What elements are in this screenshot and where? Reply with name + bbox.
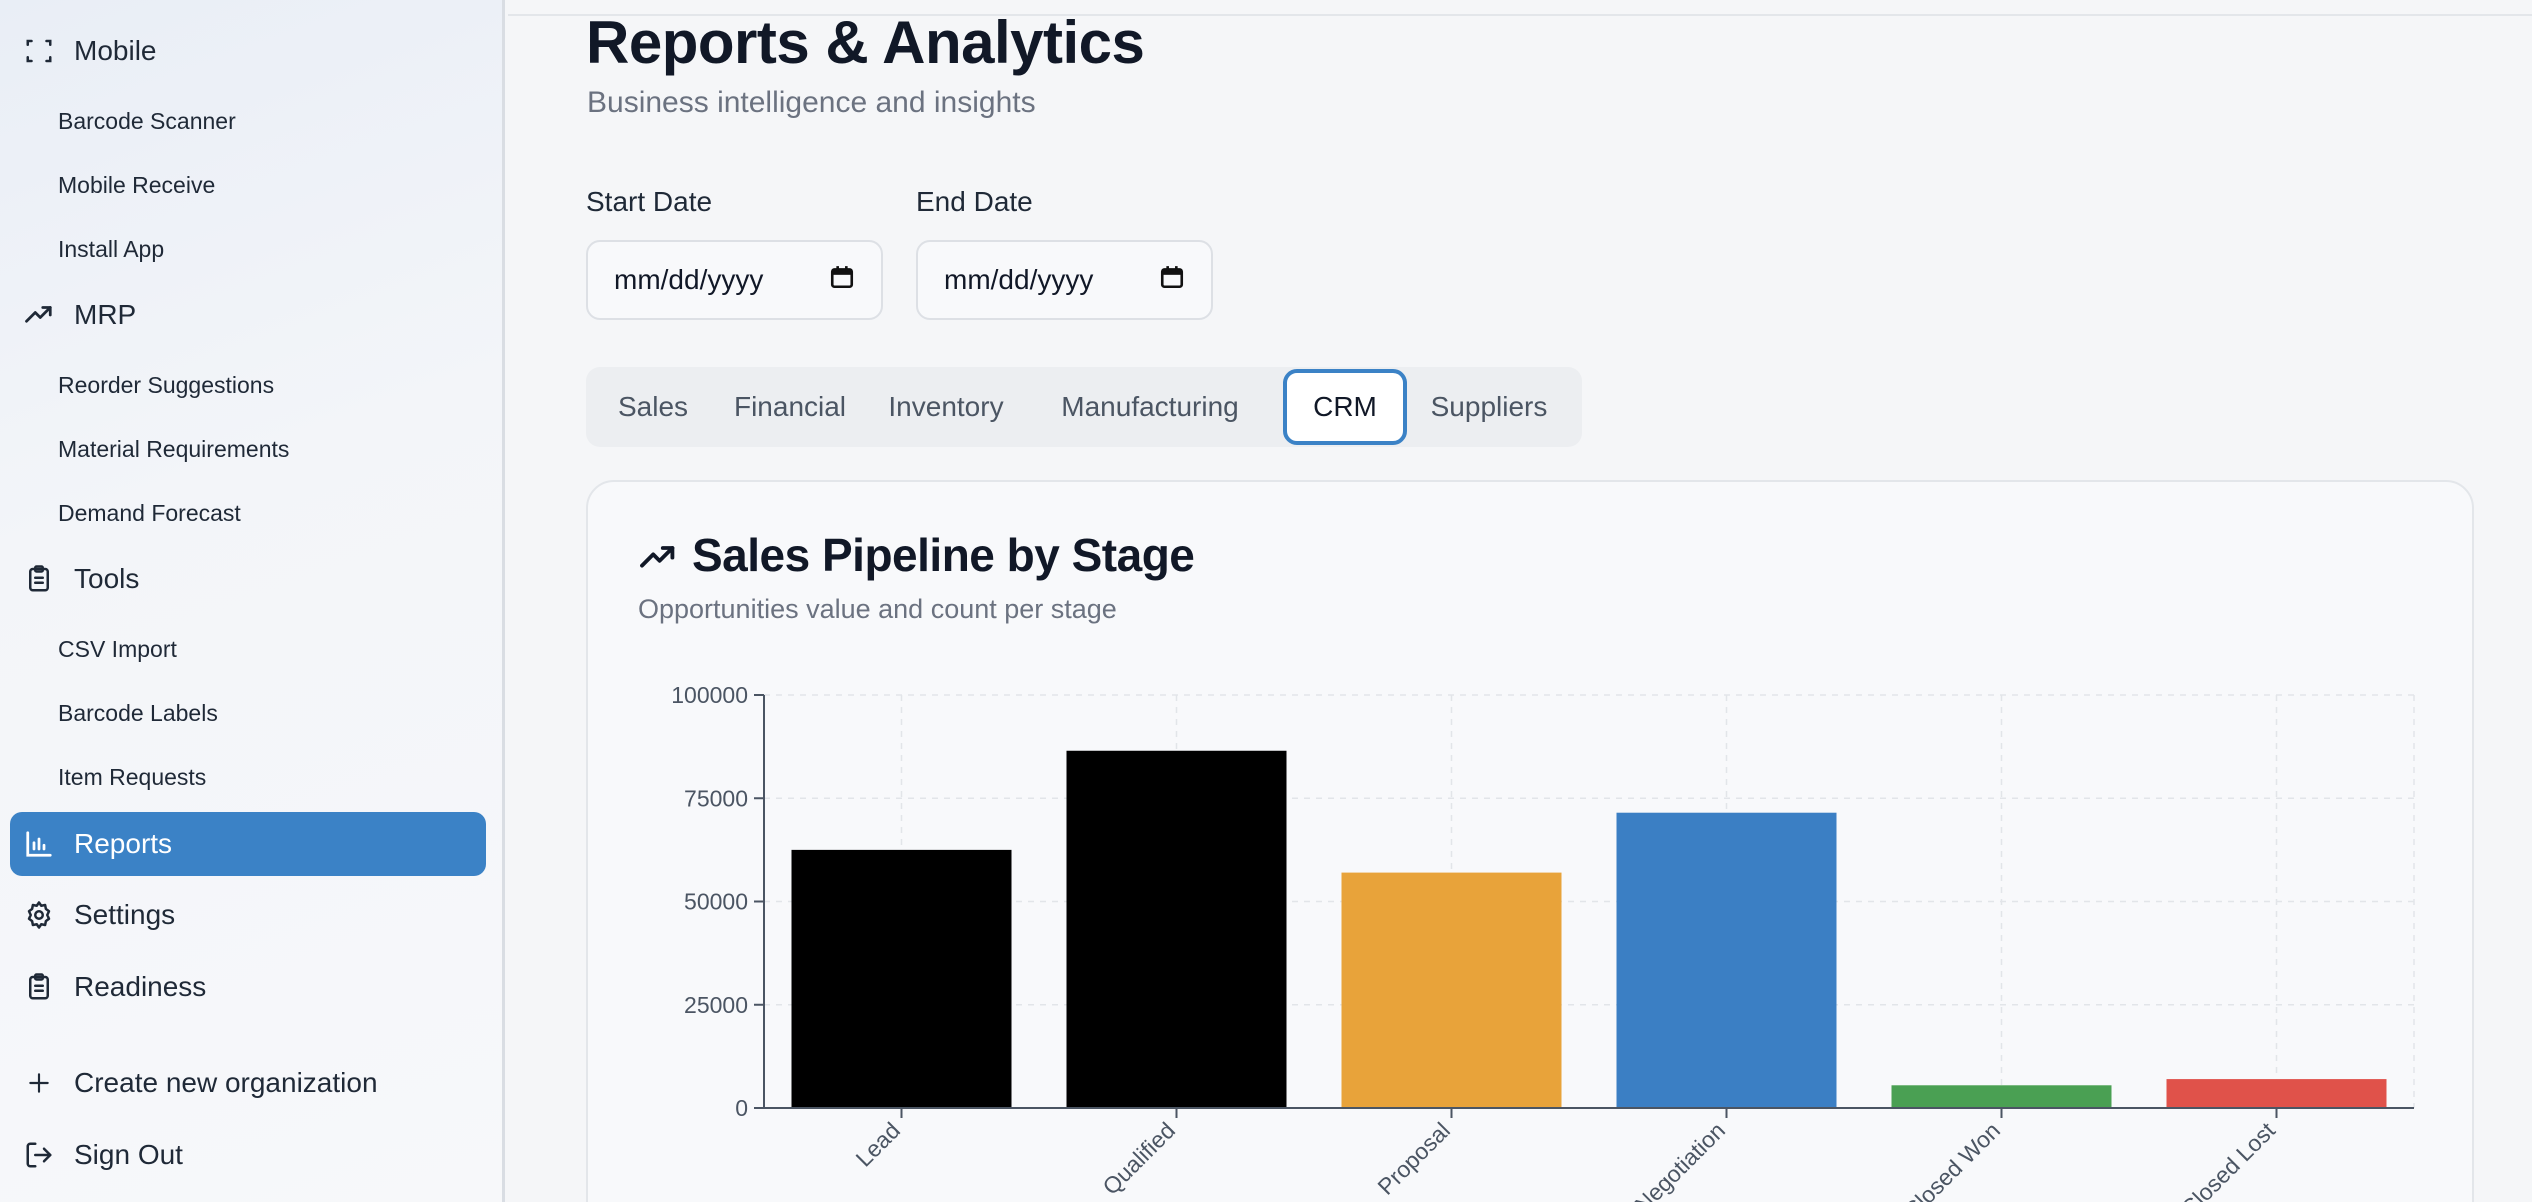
trending-up-icon: [22, 298, 56, 332]
gear-icon: [22, 898, 56, 932]
plus-icon: [22, 1066, 56, 1100]
x-tick-label: Proposal: [1372, 1117, 1455, 1200]
sidebar-item-label: Settings: [74, 899, 176, 930]
card-title: Sales Pipeline by Stage: [692, 529, 1195, 581]
sidebar-item-settings[interactable]: Settings: [22, 898, 175, 932]
sidebar-item-install-app[interactable]: Install App: [58, 236, 165, 262]
scan-icon: [22, 34, 56, 68]
sidebar-item-mobile-receive[interactable]: Mobile Receive: [58, 172, 216, 198]
sidebar-group-label: Mobile: [74, 35, 157, 66]
sidebar-item-demand-forecast[interactable]: Demand Forecast: [58, 500, 241, 526]
x-tick-label: Closed Won: [1898, 1117, 2005, 1202]
pipeline-bar-chart: 0 25000 50000 75000 100000 Lead Qualified Propo…: [671, 682, 2415, 1202]
bar-chart-icon: [22, 827, 56, 861]
tab-inventory[interactable]: Inventory: [888, 391, 1004, 422]
sign-out-label: Sign Out: [74, 1139, 183, 1170]
tab-manufacturing[interactable]: Manufacturing: [1061, 391, 1239, 422]
card-subtitle: Opportunities value and count per stage: [638, 594, 1117, 624]
start-date-value: mm/dd/yyyy: [614, 264, 764, 295]
clipboard-check-icon: [22, 970, 56, 1004]
sidebar-item-item-requests[interactable]: Item Requests: [58, 764, 207, 790]
tab-suppliers[interactable]: Suppliers: [1430, 391, 1548, 422]
sidebar-group-mrp[interactable]: MRP: [22, 298, 136, 332]
tab-crm[interactable]: CRM: [1283, 369, 1407, 445]
end-date-value: mm/dd/yyyy: [944, 264, 1094, 295]
sidebar-item-readiness[interactable]: Readiness: [22, 970, 206, 1004]
sidebar-item-barcode-labels[interactable]: Barcode Labels: [58, 700, 218, 726]
sidebar-item-material-requirements[interactable]: Material Requirements: [58, 436, 290, 462]
create-org-label: Create new organization: [74, 1067, 378, 1098]
sidebar-item-barcode-scanner[interactable]: Barcode Scanner: [58, 108, 236, 134]
end-date-label: End Date: [916, 186, 1033, 217]
start-date-label: Start Date: [586, 186, 713, 217]
x-tick-label: Qualified: [1097, 1117, 1180, 1200]
start-date-input[interactable]: mm/dd/yyyy: [586, 240, 883, 320]
y-tick-label: 25000: [684, 992, 748, 1018]
sign-out-button[interactable]: Sign Out: [22, 1138, 183, 1172]
y-tick-label: 75000: [684, 785, 748, 811]
bar-closed-lost: [2166, 1079, 2387, 1108]
x-tick-label: Closed Lost: [2176, 1117, 2281, 1202]
sidebar-item-reorder-suggestions[interactable]: Reorder Suggestions: [58, 372, 275, 398]
end-date-input[interactable]: mm/dd/yyyy: [916, 240, 1213, 320]
tab-sales[interactable]: Sales: [617, 391, 689, 422]
x-tick-label: Negotiation: [1629, 1117, 1730, 1202]
sign-out-icon: [22, 1138, 56, 1172]
calendar-icon[interactable]: [1159, 264, 1185, 297]
trending-up-icon: [638, 540, 678, 577]
bar-closed-won: [1891, 1085, 2112, 1108]
sidebar-item-reports[interactable]: Reports: [10, 812, 486, 876]
bar-qualified: [1066, 750, 1287, 1108]
y-tick-label: 50000: [684, 889, 748, 915]
sidebar-group-label: Tools: [74, 563, 140, 594]
sidebar-item-label: Readiness: [74, 971, 207, 1002]
calendar-icon[interactable]: [829, 264, 855, 297]
sidebar-group-mobile[interactable]: Mobile: [22, 34, 156, 68]
y-tick-label: 0: [735, 1095, 748, 1121]
bar-proposal: [1341, 872, 1562, 1108]
header-bar: [508, 0, 2532, 16]
sidebar-item-label: Reports: [74, 828, 173, 859]
sidebar-item-csv-import[interactable]: CSV Import: [58, 636, 177, 662]
page-title: Reports & Analytics: [586, 9, 1145, 76]
sidebar-group-tools[interactable]: Tools: [22, 562, 139, 596]
bar-negotiation: [1616, 812, 1837, 1108]
page-subtitle: Business intelligence and insights: [587, 86, 1036, 119]
sidebar-group-label: MRP: [74, 299, 137, 330]
bar-lead: [791, 849, 1012, 1108]
clipboard-icon: [22, 562, 56, 596]
tab-financial[interactable]: Financial: [733, 391, 847, 422]
sidebar: Mobile Barcode Scanner Mobile Receive In…: [0, 0, 505, 1202]
y-tick-label: 100000: [671, 682, 748, 708]
x-tick-label: Lead: [850, 1117, 905, 1172]
report-tabs: Sales Financial Inventory Manufacturing …: [586, 367, 1582, 447]
create-organization-button[interactable]: Create new organization: [22, 1066, 378, 1100]
